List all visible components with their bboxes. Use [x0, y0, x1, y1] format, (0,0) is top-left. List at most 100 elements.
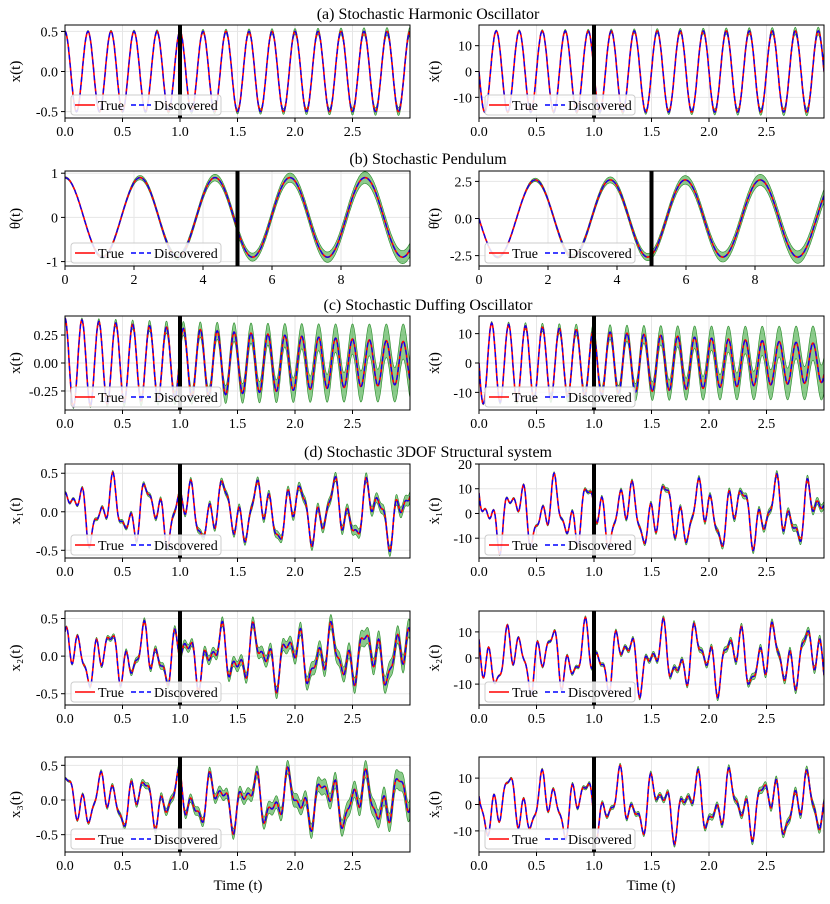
legend-box [484, 242, 636, 264]
series-discovered-line [479, 616, 824, 699]
y-tick-label: 10 [458, 626, 472, 641]
x-tick-label: 0.0 [56, 565, 74, 580]
x-tick-label: 0.5 [528, 125, 546, 140]
x-tick-label: 2.5 [758, 712, 776, 727]
x-tick-label: 1.5 [643, 565, 661, 580]
x-tick-label: 2.0 [700, 565, 718, 580]
y-tick-label: -0.25 [29, 385, 58, 400]
x-tick-label: 2.5 [758, 125, 776, 140]
legend: True Discovered [484, 534, 636, 556]
y-tick-label: 0.0 [41, 650, 59, 665]
legend: True Discovered [484, 94, 636, 116]
legend: True Discovered [70, 242, 222, 264]
x-tick-label: 2.0 [286, 712, 304, 727]
legend-true-label: True [98, 833, 124, 848]
x-tick-label: 1.5 [643, 859, 661, 874]
legend-box [484, 534, 636, 556]
section-title-d: (d) Stochastic 3DOF Structural system [304, 444, 553, 461]
y-axis-label: x₃(t) [8, 791, 24, 818]
legend-discovered-label: Discovered [154, 99, 218, 114]
series-discovered-line [479, 322, 824, 405]
x-tick-label: 0.0 [470, 712, 488, 727]
legend-discovered-label: Discovered [568, 99, 632, 114]
y-tick-label: 10 [458, 328, 472, 343]
panel-b-right: 0 2 4 6 8 -2.5 0.0 2.5 θ̇(t) True Discovered [427, 170, 825, 288]
x-tick-label: 0.5 [114, 125, 132, 140]
x-tick-label: 0.5 [114, 565, 132, 580]
series-discovered-line [65, 766, 410, 835]
x-tick-label: 2.0 [700, 859, 718, 874]
legend-true-label: True [512, 833, 538, 848]
y-tick-label: -0.5 [36, 688, 58, 703]
y-tick-label: 0 [465, 799, 472, 814]
section-title-b: (b) Stochastic Pendulum [349, 151, 507, 168]
x-tick-label: 2 [545, 273, 552, 288]
y-axis-label: ẋ(t) [427, 352, 443, 374]
legend: True Discovered [70, 681, 222, 703]
y-tick-label: 10 [458, 40, 472, 55]
x-tick-label: 8 [338, 273, 345, 288]
x-tick-label: 2.5 [758, 565, 776, 580]
x-tick-label: 2.0 [700, 125, 718, 140]
y-tick-label: 0.5 [41, 759, 59, 774]
y-axis-label: x(t) [8, 352, 24, 374]
x-tick-label: 0.5 [114, 712, 132, 727]
x-tick-label: 0.0 [56, 125, 74, 140]
legend-box [70, 242, 222, 264]
legend-true-label: True [98, 686, 124, 701]
legend-box [70, 828, 222, 850]
legend-true-label: True [98, 539, 124, 554]
x-tick-label: 4 [200, 273, 207, 288]
panel-a-right: 0.0 0.5 1.0 1.5 2.0 2.5 -10 0 10 ẋ(t) True Discover… [427, 24, 825, 140]
y-axis-label: x₂(t) [8, 645, 24, 672]
x-tick-label: 0.0 [470, 125, 488, 140]
y-tick-label: -10 [453, 825, 472, 840]
legend-discovered-label: Discovered [154, 539, 218, 554]
series-discovered-line [479, 764, 824, 846]
legend-true-label: True [512, 686, 538, 701]
series-discovered-line [479, 30, 824, 113]
x-tick-label: 2.0 [286, 565, 304, 580]
x-tick-label: 0 [62, 273, 69, 288]
x-tick-label: 1.0 [585, 565, 603, 580]
x-tick-label: 1.0 [585, 712, 603, 727]
xlabel-left: Time (t) [213, 878, 262, 894]
legend-true-label: True [512, 539, 538, 554]
panel-d1-right: 0.0 0.5 1.0 1.5 2.0 2.5 -10 0 10 20 ẋ₁(t) True Disco… [427, 458, 825, 580]
x-tick-label: 2.0 [700, 712, 718, 727]
y-tick-label: -10 [453, 386, 472, 401]
x-tick-label: 0.5 [528, 417, 546, 432]
legend-box [484, 681, 636, 703]
x-tick-label: 1.0 [171, 125, 189, 140]
panel-d3-right: 0.0 0.5 1.0 1.5 2.0 2.5 -10 0 10 ẋ₃(t) True Discove… [427, 756, 825, 874]
x-tick-label: 1.0 [171, 859, 189, 874]
y-axis-label: θ(t) [8, 208, 24, 229]
legend-discovered-label: Discovered [154, 247, 218, 262]
y-tick-label: -0.5 [36, 829, 58, 844]
series-discovered-line [479, 472, 824, 556]
x-tick-label: 6 [269, 273, 276, 288]
y-tick-label: -1 [46, 256, 58, 271]
x-tick-label: 2.5 [344, 565, 362, 580]
legend-true-label: True [512, 391, 538, 406]
y-axis-label: ẋ₂(t) [427, 645, 443, 672]
x-tick-label: 1.5 [229, 565, 247, 580]
x-tick-label: 0.0 [56, 859, 74, 874]
y-tick-label: 1 [51, 167, 58, 182]
x-tick-label: 0.0 [470, 859, 488, 874]
x-tick-label: 1.5 [643, 712, 661, 727]
panel-c-left: 0.0 0.5 1.0 1.5 2.0 2.5 -0.25 0.00 0.25 x(t) True D… [8, 315, 411, 432]
x-tick-label: 2.0 [700, 417, 718, 432]
x-tick-label: 2.5 [344, 417, 362, 432]
y-tick-label: 0 [465, 357, 472, 372]
x-tick-label: 2.5 [758, 859, 776, 874]
legend-discovered-label: Discovered [154, 686, 218, 701]
legend: True Discovered [70, 534, 222, 556]
x-tick-label: 1.5 [229, 125, 247, 140]
x-tick-label: 0.5 [528, 859, 546, 874]
legend: True Discovered [484, 242, 636, 264]
legend-true-label: True [98, 99, 124, 114]
x-tick-label: 1.0 [171, 712, 189, 727]
x-tick-label: 1.0 [585, 859, 603, 874]
legend-box [70, 386, 222, 408]
